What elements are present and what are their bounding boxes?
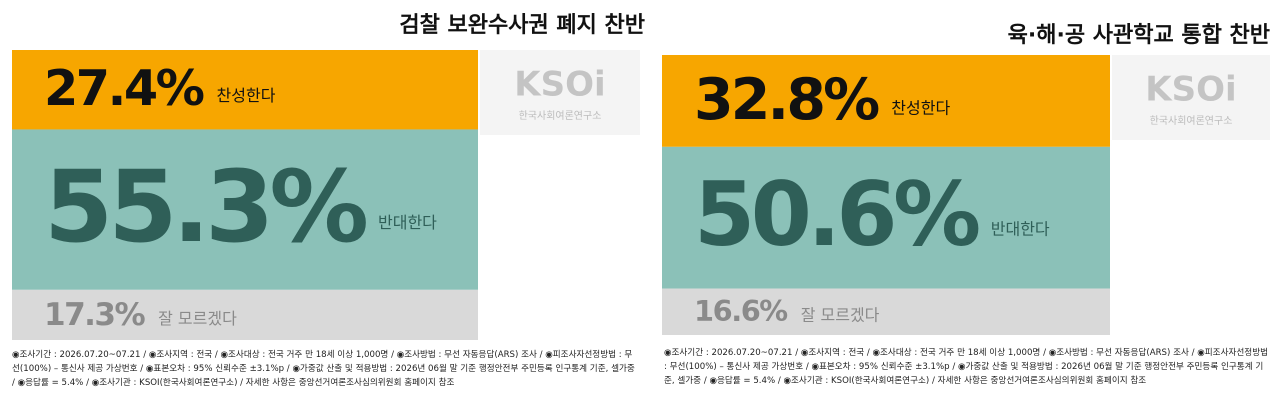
footnote: ◉조사기간 : 2026.07.20~07.21 / ◉조사지역 : 전국 / … [12, 350, 635, 388]
category-label: 잘 모르겠다 [158, 309, 237, 328]
logo-name: KSOi [514, 65, 605, 105]
share-band [662, 55, 1110, 147]
share-band [12, 289, 478, 340]
share-band [662, 288, 1110, 335]
logo-name: KSOi [1145, 70, 1236, 110]
share-band [662, 146, 1110, 289]
logo-box [1112, 55, 1270, 140]
chart-title: 검찰 보완수사권 폐지 찬반 [399, 13, 645, 38]
value-label: 50.6% [694, 163, 979, 266]
logo-subtitle: 한국사회여론연구소 [1150, 115, 1233, 127]
category-label: 찬성한다 [891, 98, 950, 117]
value-label: 32.8% [694, 67, 879, 133]
value-label: 27.4% [44, 59, 204, 117]
category-label: 반대한다 [378, 213, 437, 232]
footnote: ◉조사기간 : 2026.07.20~07.21 / ◉조사지역 : 전국 / … [664, 348, 1269, 386]
value-label: 55.3% [44, 150, 366, 265]
share-band [12, 50, 478, 130]
category-label: 잘 모르겠다 [801, 305, 880, 324]
value-label: 17.3% [44, 297, 145, 333]
logo-box [480, 50, 640, 135]
chart-title: 육·해·공 사관학교 통합 찬반 [1008, 22, 1270, 48]
logo-subtitle: 한국사회여론연구소 [519, 110, 602, 122]
share-band [12, 129, 478, 290]
category-label: 찬성한다 [217, 86, 276, 105]
category-label: 반대한다 [991, 219, 1050, 238]
value-label: 16.6% [694, 294, 787, 328]
